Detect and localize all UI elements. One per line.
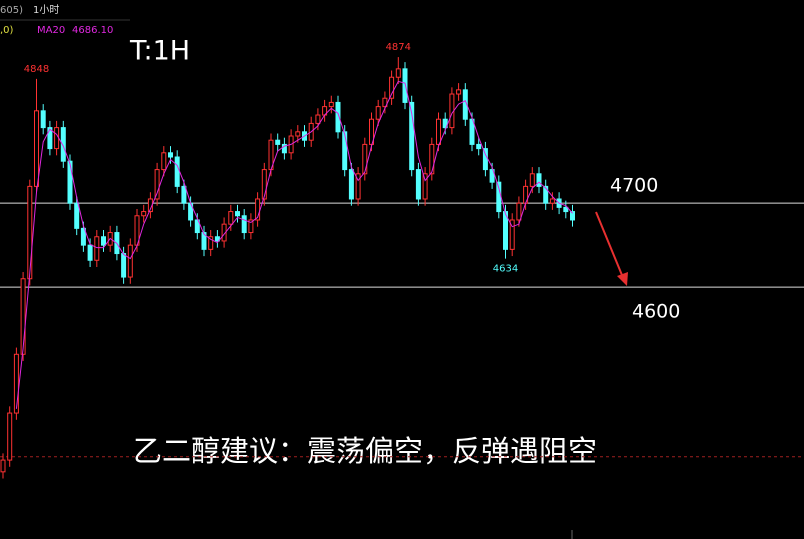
candle-body: [348, 169, 354, 200]
candle-body: [382, 97, 388, 108]
candle-body: [516, 202, 522, 221]
candle-body: [181, 185, 187, 204]
candle-body: [261, 169, 267, 200]
candle-body: [503, 211, 508, 250]
candle-body: [415, 169, 421, 200]
candle-body: [94, 236, 100, 261]
candle-body: [208, 236, 214, 250]
candle-body: [355, 173, 361, 200]
candle-body: [563, 206, 569, 213]
candle-body: [235, 211, 240, 217]
header-text[interactable]: 1小时: [33, 4, 59, 16]
candle-body: [47, 127, 53, 150]
candle-body: [40, 110, 46, 129]
arrow-head: [617, 272, 628, 286]
candle-body: [389, 76, 395, 99]
candle-body: [476, 143, 482, 150]
candle-body: [529, 173, 535, 187]
candle-body: [295, 131, 301, 137]
header-text: ,0): [0, 25, 14, 36]
candle-body: [121, 253, 127, 278]
candle-body: [174, 156, 180, 187]
candle-body: [13, 353, 19, 414]
candle-body: [255, 198, 261, 221]
candle-body: [101, 236, 106, 246]
chart-title: T:1H: [129, 36, 190, 67]
candle-body: [315, 114, 321, 124]
candle-body: [67, 160, 73, 204]
candle-body: [456, 89, 462, 95]
candle-body: [54, 127, 60, 150]
annotation: 乙二醇建议：震荡偏空，反弹遇阻空: [133, 434, 597, 468]
candle-body: [429, 143, 435, 175]
candle-body: [0, 459, 6, 473]
candle-body: [436, 118, 441, 145]
candle-body: [489, 169, 495, 183]
candle-body: [34, 110, 39, 187]
candle-body: [127, 244, 133, 278]
candle-body: [402, 68, 408, 103]
price-label: 4848: [24, 64, 49, 75]
candle-body: [281, 143, 287, 154]
candle-body: [221, 223, 227, 242]
candle-body: [328, 101, 334, 108]
candle-body: [275, 139, 281, 145]
candle-body: [409, 101, 415, 171]
candle-body: [27, 185, 33, 280]
candle-body: [362, 143, 368, 175]
candle-body: [161, 152, 167, 171]
indicator-value: 4686.10: [72, 25, 113, 36]
candle-body: [241, 215, 247, 234]
candle-body: [154, 169, 160, 200]
candle-body: [228, 211, 234, 225]
candle-body: [201, 232, 207, 250]
candle-body: [335, 101, 341, 133]
candle-body: [342, 131, 348, 171]
candle-body: [248, 219, 254, 234]
candle-body: [60, 127, 66, 162]
candle-body: [442, 118, 448, 129]
header-text: 605): [0, 5, 23, 16]
candle-body: [168, 152, 173, 158]
candle-body: [536, 173, 542, 187]
candle-body: [422, 173, 428, 200]
candle-body: [395, 68, 401, 78]
candle-body: [20, 278, 26, 355]
ma-line: [15, 80, 573, 409]
candle-body: [141, 211, 147, 217]
candle-body: [509, 219, 515, 250]
price-label: 4874: [386, 42, 411, 53]
candle-body: [543, 185, 549, 204]
candle-body: [214, 236, 220, 242]
indicator-name: MA20: [37, 25, 65, 36]
candle-body: [375, 106, 381, 120]
candle-body: [74, 202, 80, 229]
level-label: 4600: [632, 301, 680, 323]
candle-body: [469, 118, 475, 145]
candle-body: [549, 198, 555, 204]
candle-body: [87, 244, 93, 261]
candle-body: [80, 227, 86, 246]
candle-body: [570, 211, 575, 221]
price-label: 4634: [493, 264, 518, 275]
candle-body: [7, 412, 13, 461]
arrow: [595, 211, 625, 281]
level-label: 4700: [610, 175, 658, 197]
candle-body: [194, 219, 200, 234]
